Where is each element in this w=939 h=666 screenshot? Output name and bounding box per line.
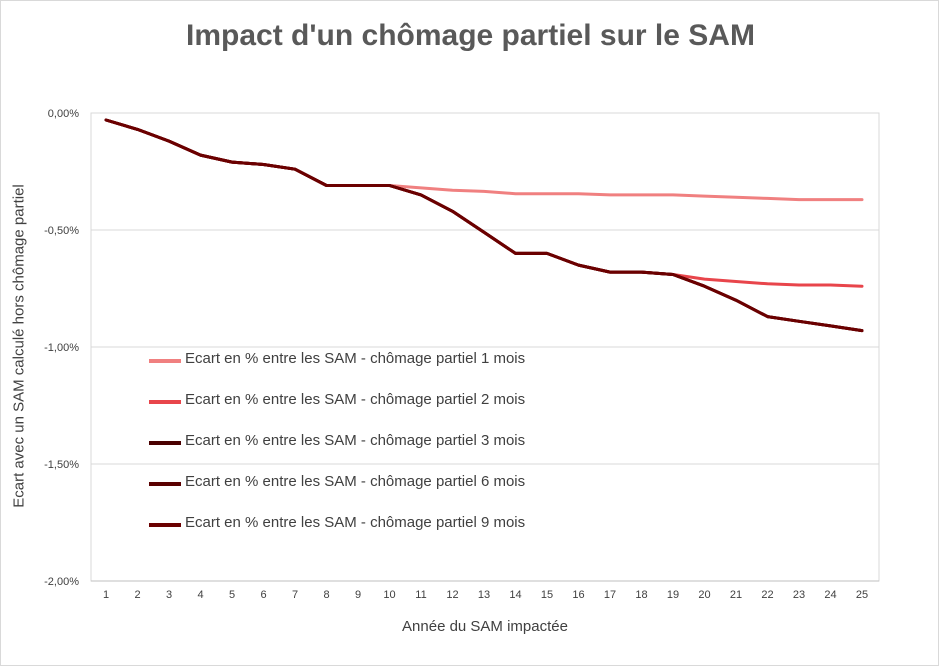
legend-label: Ecart en % entre les SAM - chômage parti… <box>185 473 526 490</box>
x-tick-label: 10 <box>383 589 395 601</box>
y-tick-label: 0,00% <box>48 108 79 120</box>
axes: 0,00%-0,50%-1,00%-1,50%-2,00%1 2 3 4 5 6 7 8 9 10… <box>44 108 879 601</box>
legend-swatch <box>149 359 181 363</box>
x-tick-label: 17 <box>604 589 616 601</box>
series-line-4 <box>104 118 864 333</box>
series-line-5 <box>104 118 864 333</box>
legend-swatch <box>149 400 181 404</box>
x-tick-label: 4 <box>197 589 203 601</box>
series-line-2 <box>104 118 864 288</box>
x-tick-label: 20 <box>698 589 710 601</box>
x-tick-label: 6 <box>260 589 266 601</box>
x-tick-label: 3 <box>166 589 172 601</box>
x-tick-label: 13 <box>478 589 490 601</box>
chart-title: Impact d'un chômage partiel sur le SAM <box>186 19 755 52</box>
legend-swatch <box>149 441 181 445</box>
x-tick-label: 9 <box>355 589 361 601</box>
legend-label: Ecart en % entre les SAM - chômage parti… <box>185 350 526 367</box>
y-tick-label: -1,00% <box>44 342 79 354</box>
x-tick-label: 5 <box>229 589 235 601</box>
x-tick-label: 23 <box>793 589 805 601</box>
x-tick-label: 11 <box>415 589 426 601</box>
series-lines <box>104 118 864 333</box>
x-tick-label: 14 <box>509 589 521 601</box>
gridlines <box>90 112 880 582</box>
x-tick-label: 1 <box>103 589 109 601</box>
x-tick-label: 21 <box>730 589 742 601</box>
x-tick-label: 2 <box>134 589 140 601</box>
x-tick-label: 18 <box>635 589 647 601</box>
x-tick-label: 15 <box>541 589 553 601</box>
x-tick-label: 24 <box>824 589 836 601</box>
y-tick-label: -2,00% <box>44 576 79 588</box>
x-tick-label: 7 <box>292 589 298 601</box>
x-tick-label: 12 <box>446 589 458 601</box>
x-tick-label: 25 <box>856 589 868 601</box>
series-line-3 <box>104 118 864 333</box>
x-tick-label: 22 <box>761 589 773 601</box>
x-tick-label: 16 <box>572 589 584 601</box>
x-axis-label: Année du SAM impactée <box>402 618 568 635</box>
y-tick-label: -1,50% <box>44 459 79 471</box>
y-tick-label: -0,50% <box>44 225 79 237</box>
legend-swatch <box>149 523 181 527</box>
legend-label: Ecart en % entre les SAM - chômage parti… <box>185 432 526 449</box>
x-tick-label: 8 <box>323 589 329 601</box>
y-axis-label: Ecart avec un SAM calculé hors chômage p… <box>10 184 28 508</box>
legend-label: Ecart en % entre les SAM - chômage parti… <box>185 391 526 408</box>
x-tick-label: 19 <box>667 589 679 601</box>
legend-label: Ecart en % entre les SAM - chômage parti… <box>185 514 526 531</box>
legend-swatch <box>149 482 181 486</box>
